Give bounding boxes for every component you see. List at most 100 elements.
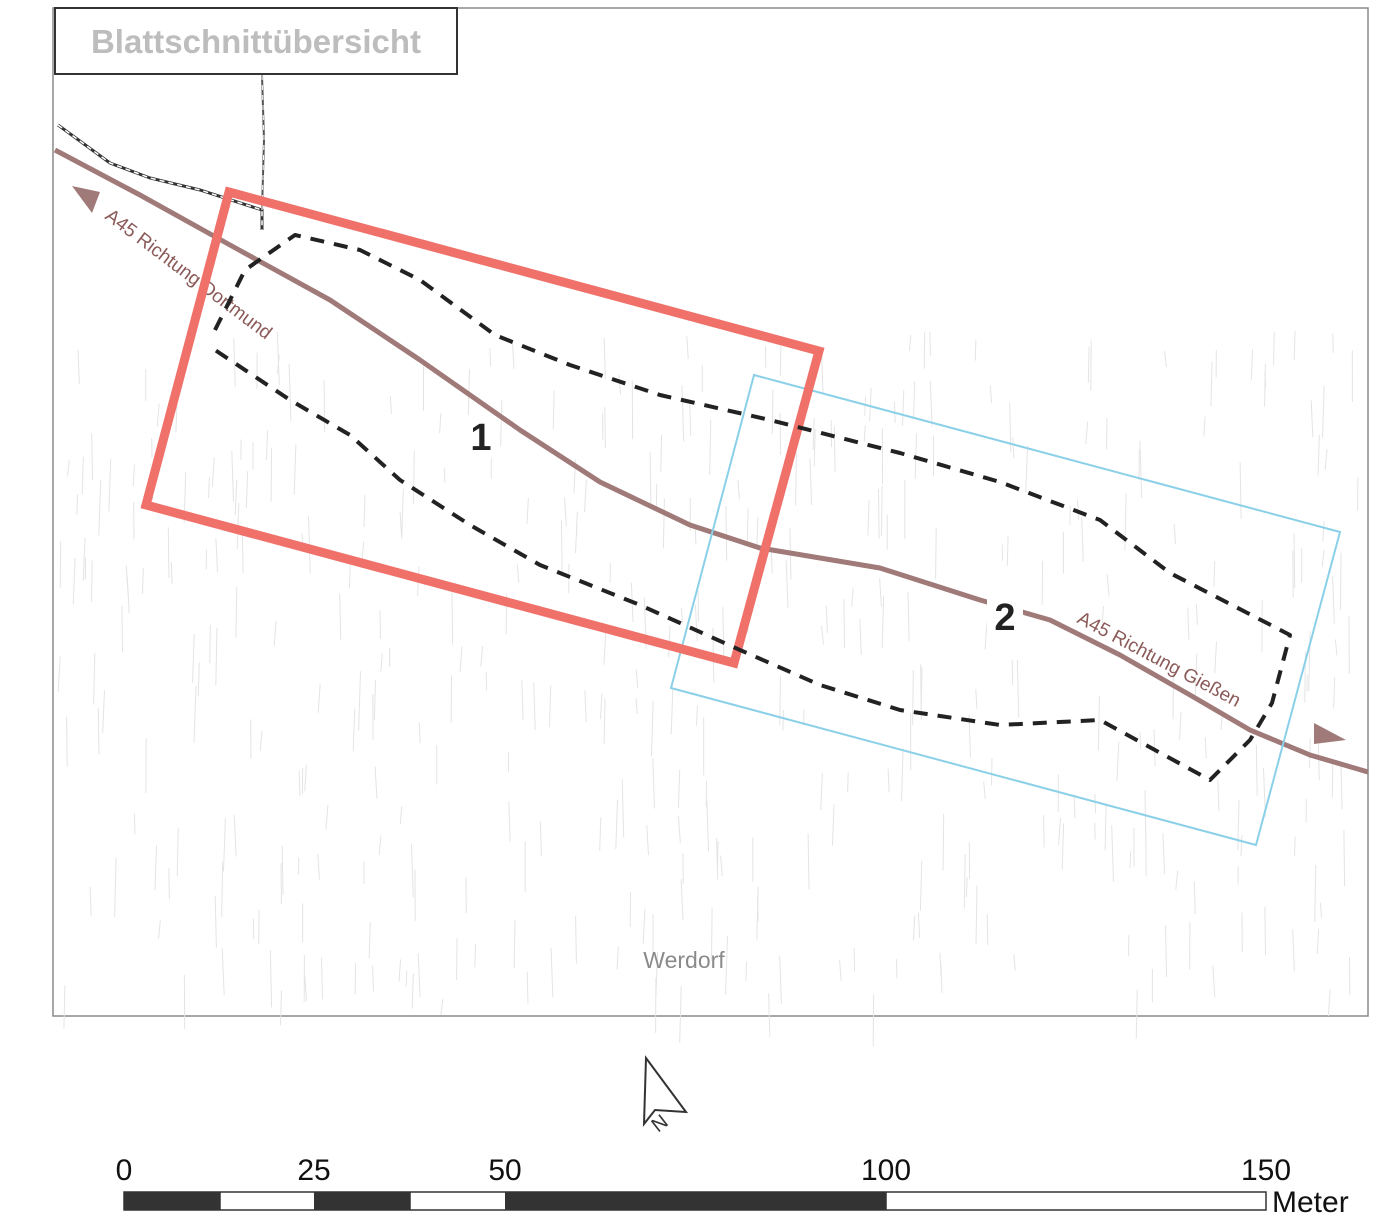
hatch-stroke — [1210, 361, 1213, 407]
hatch-stroke — [1058, 817, 1061, 845]
hatch-stroke — [231, 451, 234, 502]
hatch-stroke — [820, 772, 823, 810]
hatch-stroke — [133, 813, 136, 835]
hatch-stroke — [317, 683, 321, 713]
hatch-stroke — [167, 527, 170, 579]
hatch-stroke — [1273, 331, 1275, 366]
hatch-stroke — [649, 452, 652, 506]
hatch-stroke — [81, 456, 84, 495]
hatch-stroke — [879, 578, 882, 607]
hatch-stroke — [1213, 560, 1216, 588]
hatch-stroke — [1217, 780, 1220, 812]
hatch-stroke — [418, 722, 421, 744]
hatch-stroke — [621, 779, 625, 838]
hatch-stroke — [853, 948, 856, 972]
hatch-stroke — [642, 908, 646, 944]
hatch-stroke — [1314, 865, 1317, 923]
hatch-stroke — [1104, 805, 1107, 851]
hatch-stroke — [516, 564, 520, 584]
hatch-stroke — [686, 336, 689, 359]
hatch-stroke — [398, 959, 402, 982]
hatch-stroke — [1340, 766, 1343, 810]
hatch-stroke — [863, 425, 866, 442]
hatch-stroke — [223, 818, 226, 872]
hatch-stroke — [1333, 677, 1336, 709]
scale-tick-label: 50 — [488, 1154, 521, 1187]
hatch-stroke — [689, 399, 692, 436]
hatch-stroke — [912, 915, 916, 941]
hatch-stroke — [98, 479, 102, 536]
hatch-stroke — [373, 679, 376, 721]
hatch-stroke — [193, 685, 197, 743]
hatch-stroke — [1293, 331, 1296, 361]
hatch-stroke — [770, 551, 773, 574]
hatch-stroke — [677, 815, 681, 844]
hatch-stroke — [323, 380, 326, 433]
hatch-stroke — [847, 772, 849, 793]
hatch-stroke — [716, 838, 719, 880]
hatch-stroke — [694, 604, 698, 641]
hatch-stroke — [378, 835, 382, 856]
hatch-stroke — [368, 922, 371, 959]
hatch-stroke — [363, 494, 366, 527]
hatch-stroke — [1162, 833, 1165, 874]
hatch-stroke — [372, 965, 374, 992]
hatch-stroke — [89, 886, 92, 916]
scale-segment — [124, 1192, 220, 1210]
hatch-stroke — [439, 412, 442, 434]
hatch-stroke — [1061, 823, 1065, 870]
hatch-stroke — [564, 497, 567, 527]
hatch-stroke — [399, 511, 403, 539]
hatch-stroke — [963, 853, 966, 909]
hatch-stroke — [1012, 437, 1015, 459]
hatch-stroke — [584, 690, 587, 722]
project-area-outline — [213, 233, 1292, 782]
hatch-stroke — [389, 396, 392, 415]
hatch-stroke — [411, 973, 414, 1009]
hatch-stroke — [1264, 363, 1266, 407]
hatch-stroke — [851, 587, 854, 607]
hatch-stroke — [1322, 385, 1325, 438]
hatch-stroke — [125, 565, 129, 597]
hatch-stroke — [677, 769, 681, 808]
hatch-stroke — [881, 595, 885, 649]
hatch-stroke — [756, 516, 759, 548]
map-title-box: Blattschnittübersicht — [54, 7, 458, 75]
hatch-stroke — [696, 705, 698, 726]
hatch-stroke — [512, 342, 515, 369]
hatch-stroke — [281, 845, 284, 895]
hatch-stroke — [549, 685, 552, 728]
hatch-stroke — [197, 662, 200, 697]
hatch-stroke — [681, 385, 685, 442]
hatch-stroke — [1327, 989, 1331, 1017]
hatch-stroke — [831, 804, 835, 846]
hatch-stroke — [737, 479, 740, 500]
hatch-stroke — [809, 458, 813, 506]
hatch-stroke — [720, 855, 723, 877]
hatch-stroke — [266, 430, 268, 461]
hatch-stroke — [489, 348, 492, 367]
hatch-stroke — [864, 396, 866, 416]
hatch-stroke — [552, 390, 555, 430]
hatch-stroke — [66, 716, 68, 767]
hatch-stroke — [1294, 836, 1296, 856]
hatch-stroke — [1324, 449, 1328, 470]
hatch-stroke — [839, 960, 842, 981]
hatch-stroke — [603, 632, 607, 665]
hatch-stroke — [782, 709, 784, 731]
hatch-stroke — [887, 768, 890, 793]
hatch-stroke — [603, 698, 606, 744]
hatch-stroke — [114, 857, 117, 918]
hatch-stroke — [293, 444, 297, 495]
hatch-stroke — [1094, 793, 1097, 814]
hatch-stroke — [989, 385, 993, 404]
a45-road — [53, 147, 1369, 775]
hatch-stroke — [76, 494, 78, 515]
hatch-stroke — [209, 624, 211, 664]
hatch-stroke — [539, 821, 542, 856]
hatch-stroke — [93, 652, 96, 705]
hatch-stroke — [646, 824, 649, 856]
hatch-stroke — [920, 667, 923, 710]
hatch-stroke — [1085, 421, 1089, 445]
hatch-stroke — [480, 645, 484, 667]
